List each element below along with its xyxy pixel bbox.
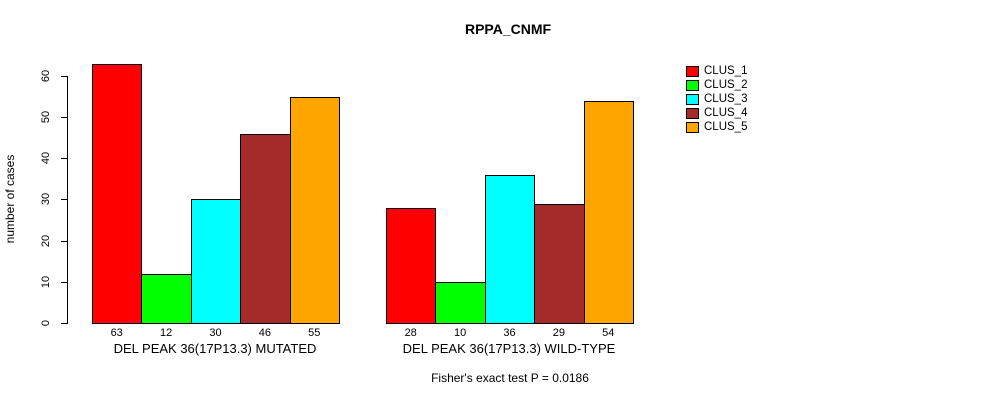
y-axis-tick-label: 60 (40, 69, 52, 83)
y-axis-tick-label: 30 (40, 193, 52, 206)
y-axis-tick-label: 10 (40, 275, 52, 288)
chart-title: RPPA_CNMF (464, 21, 552, 37)
legend-swatch-icon (686, 108, 699, 119)
y-axis-line (67, 76, 68, 324)
legend-swatch-icon (686, 122, 699, 133)
legend-label: CLUS_5 (704, 121, 748, 133)
legend-swatch-icon (686, 66, 699, 77)
footnote: Fisher's exact test P = 0.0186 (431, 371, 589, 385)
y-axis-tick (61, 323, 67, 324)
bar-value-label: 36 (503, 327, 516, 339)
bar-clus_5-group0 (289, 96, 340, 324)
legend-swatch-icon (686, 94, 699, 105)
bar-clus_2-group1 (435, 281, 486, 324)
legend-label: CLUS_2 (704, 79, 748, 91)
bar-clus_4-group0 (240, 133, 291, 324)
bar-clus_1-group1 (386, 207, 437, 324)
y-axis-tick (61, 158, 67, 160)
bar-value-label: 54 (602, 327, 615, 339)
y-axis-label: number of cases (3, 154, 17, 244)
y-axis-tick-label: 40 (40, 152, 52, 165)
bar-clus_5-group1 (583, 100, 634, 324)
bar-value-label: 12 (159, 327, 173, 339)
y-axis-tick-label: 20 (40, 234, 52, 247)
bar-clus_2-group0 (141, 273, 192, 324)
y-axis-tick (61, 117, 67, 119)
group-label-wild-type: DEL PEAK 36(17P13.3) WILD-TYPE (402, 341, 616, 356)
bar-value-label: 10 (453, 327, 467, 339)
y-axis-tick-label: 0 (40, 319, 52, 327)
legend-swatch-icon (686, 80, 699, 91)
bar-value-label: 28 (404, 327, 417, 339)
y-axis-tick (61, 240, 67, 242)
y-axis-tick (61, 199, 67, 201)
bar-value-label: 46 (258, 327, 272, 339)
legend-label: CLUS_3 (704, 93, 748, 105)
y-axis-tick-label: 50 (40, 111, 52, 124)
legend-label: CLUS_4 (704, 107, 748, 119)
bar-clus_4-group1 (534, 203, 585, 324)
y-axis-tick (61, 281, 67, 283)
y-axis-tick (61, 75, 67, 77)
bar-value-label: 63 (110, 327, 123, 339)
bar-clus_3-group0 (190, 199, 242, 324)
group-label-mutated: DEL PEAK 36(17P13.3) MUTATED (113, 341, 317, 356)
bar-value-label: 29 (552, 327, 566, 339)
legend-label: CLUS_1 (704, 65, 748, 77)
bar-value-label: 30 (209, 327, 222, 339)
bar-value-label: 55 (308, 327, 321, 339)
bar-clus_3-group1 (484, 174, 536, 324)
bar-clus_1-group0 (92, 63, 143, 324)
